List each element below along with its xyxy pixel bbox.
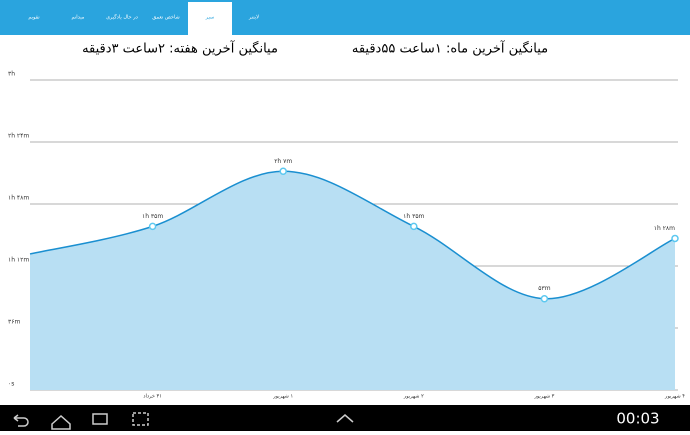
- y-tick-label: ۲h ۲۴m: [8, 133, 29, 140]
- value-label: ۱h ۳۵m: [403, 213, 424, 220]
- point: [279, 167, 287, 176]
- x-tick-label: ۱ شهریور: [272, 394, 293, 400]
- point: [148, 222, 157, 231]
- point: [671, 234, 679, 243]
- selected-tab: [188, 2, 232, 35]
- tab[interactable]: میدانم: [72, 15, 85, 21]
- x-tick-label: ۳ شهریور: [533, 394, 554, 400]
- point: [410, 222, 418, 231]
- recent-button[interactable]: [92, 413, 108, 425]
- tab[interactable]: شاخص تعمق: [152, 15, 179, 21]
- week-average: میانگین آخرین هفته: ۲ساعت ۳دقیقه: [82, 40, 278, 57]
- tab-bar: [0, 0, 690, 35]
- nav-bar: [0, 405, 690, 431]
- tab[interactable]: تقویم: [28, 15, 40, 21]
- point: [540, 294, 549, 303]
- value-label: ۵۳m: [538, 285, 550, 292]
- value-label: ۲h ۷m: [274, 158, 292, 165]
- line: [29, 170, 676, 300]
- x-tick-label: ۳۱ خرداد: [143, 394, 162, 400]
- home-button[interactable]: [51, 414, 71, 430]
- up-button[interactable]: [336, 414, 354, 423]
- value-label: ۱h ۳۵m: [142, 213, 163, 220]
- area: [30, 171, 675, 390]
- clock: 00:03: [616, 410, 659, 428]
- tab[interactable]: در حال یادگیری: [106, 14, 138, 21]
- value-label: ۱h ۲۸m: [654, 225, 675, 232]
- y-tick-label: ۳h: [8, 71, 15, 78]
- y-tick-label: ۰s: [8, 381, 14, 388]
- tab[interactable]: لایتنر: [248, 15, 259, 21]
- screenshot-button[interactable]: [132, 412, 149, 426]
- y-tick-label: ۱h ۱۲m: [8, 257, 29, 264]
- x-tick-label: ۴ شهریور: [664, 394, 685, 400]
- month-average: میانگین آخرین ماه: ۱ساعت ۵۵دقیقه: [352, 40, 548, 57]
- y-tick-label: ۳۶m: [8, 319, 20, 326]
- tab[interactable]: سیر: [205, 15, 214, 21]
- x-tick-label: ۲ شهریور: [403, 394, 424, 400]
- back-button[interactable]: [13, 414, 29, 427]
- y-tick-label: ۱h ۴۸m: [8, 195, 29, 202]
